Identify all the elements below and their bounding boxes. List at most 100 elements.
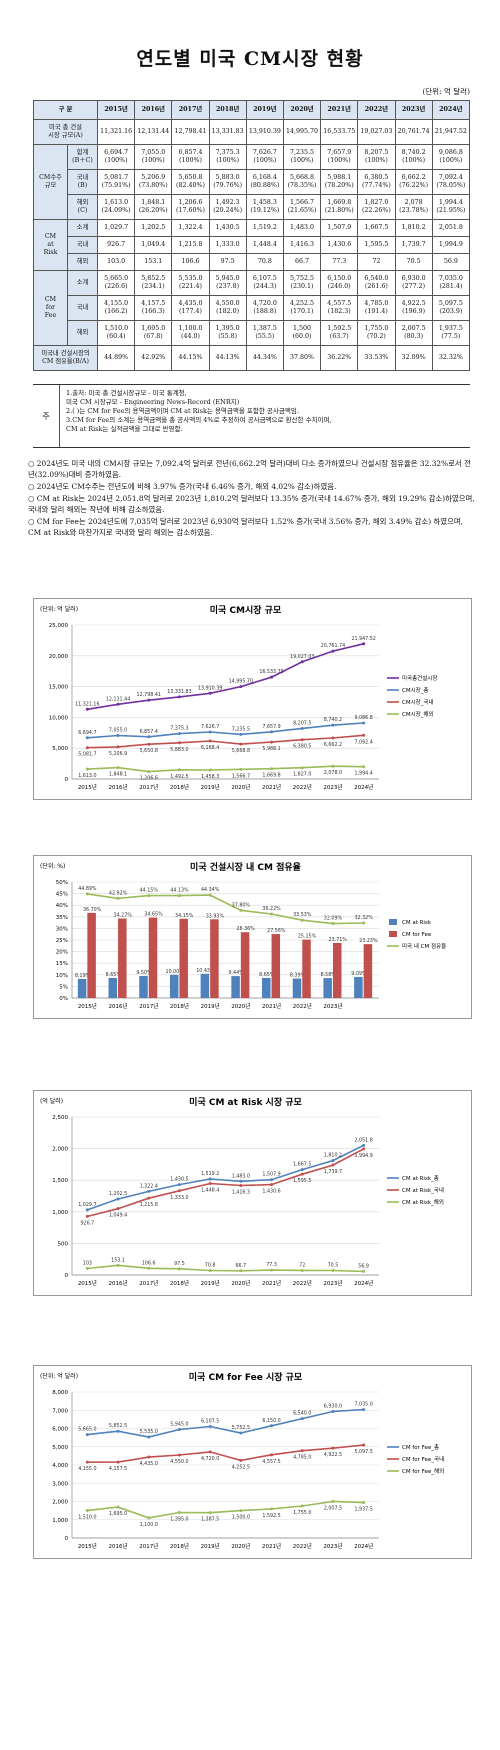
data-label: 8.65%: [259, 972, 275, 978]
table-cell: 4,157.5 (166.3): [134, 295, 173, 321]
row-label: 미국내 건설시장의 CM 점유율(B/A): [33, 345, 98, 371]
legend-label: CM시장_총: [402, 686, 429, 694]
data-label: 56.9: [358, 1263, 369, 1269]
data-label: 44.34%: [201, 887, 220, 893]
y-tick-label: 2,500: [52, 1115, 68, 1121]
line-marker: [270, 740, 274, 744]
y-tick-label: 0: [65, 1273, 69, 1279]
line-marker: [300, 1449, 304, 1453]
data-label: 2,007.5: [324, 1505, 342, 1511]
line: [87, 734, 364, 749]
data-label: 1,416.3: [232, 1189, 250, 1195]
data-label: 9.50%: [136, 970, 152, 976]
table-cell: 5,650.8 (82.40%): [171, 169, 210, 195]
table-row: CM at Risk 소계 1,029.7 1,202.5 1,322.4 1,430.5…: [33, 219, 471, 271]
line-marker: [362, 1501, 366, 1505]
table-cell: 42.92%: [134, 345, 173, 371]
table-row: 해외 103.0 153.1 106.6 97.5 70.8 66.7 77.3 72 70.5 5…: [34, 253, 471, 271]
data-label: 1,387.5: [201, 1517, 219, 1523]
table-cell: 21,947.52: [431, 119, 471, 145]
data-label: 5,945.0: [170, 1422, 188, 1428]
line-marker: [300, 738, 304, 742]
data-label: 4,252.5: [232, 1464, 250, 1470]
y-tick-label: 25,000: [49, 623, 69, 629]
data-label: 1,395.0: [170, 1517, 188, 1523]
table-cell: 6,694.7 (100%): [96, 144, 136, 170]
row-label: 국내: [67, 236, 98, 254]
market-table: 구 분 2015년 2016년 2017년 2018년 2019년 2020년 2021년 20…: [33, 100, 471, 371]
line: [87, 893, 364, 925]
data-label: 6,930.0: [324, 1404, 342, 1410]
data-label: 7,657.9: [262, 724, 280, 730]
table-cell: 1,613.0 (24.09%): [96, 194, 136, 220]
data-label: 42.92%: [109, 890, 128, 896]
table-cell: 44.89%: [96, 345, 136, 371]
data-label: 33.93%: [206, 913, 225, 919]
table-cell: 7,092.4 (78.05%): [431, 169, 471, 195]
y-tick-label: 5%: [59, 984, 68, 990]
line-marker: [147, 770, 151, 774]
x-tick-label: 2024년: [354, 1542, 373, 1550]
legend-label: CM for Fee_총: [402, 1443, 439, 1451]
legend-label: CM at Risk_총: [402, 1174, 439, 1182]
note-item: 1.출처: 미국 총 건설시장규모 - 미국 통계청, 미국 CM 시장규모 -…: [66, 389, 240, 406]
bullet-item: ○ 2024년도 CM수주는 전년도에 비해 3.97% 증가(국내 6.46%…: [28, 482, 337, 491]
data-label: 13,910.39: [198, 685, 222, 691]
data-label: 2,078.0: [324, 770, 342, 776]
line-marker: [147, 1196, 151, 1200]
table-cell: 5,665.0 (226.6): [96, 270, 136, 296]
table-cell: 32.32%: [431, 345, 471, 371]
data-label: 1,810.2: [324, 1153, 342, 1159]
table-cell: 1,507.9: [320, 219, 359, 237]
header-cell: 2015년: [96, 100, 136, 120]
y-axis-label: (단위: 억 달러): [40, 1372, 78, 1380]
data-label: 1,100.0: [140, 1522, 158, 1528]
line: [87, 1408, 364, 1438]
data-label: 1,029.7: [78, 1202, 96, 1208]
chart: 미국 CM for Fee 시장 규모 (단위: 억 달러) 0 1,000 2,000…: [40, 1371, 444, 1550]
data-label: 1,458.3: [201, 774, 219, 780]
bar: [231, 976, 240, 998]
table-cell: 1,667.5: [357, 219, 396, 237]
line-marker: [270, 1453, 274, 1457]
data-label: 1,739.7: [324, 1169, 342, 1175]
bar: [363, 944, 373, 998]
table-cell: 12,131.44: [134, 119, 173, 145]
group-label: CM for Fee: [33, 270, 68, 346]
x-tick-label: 2020년: [231, 1002, 250, 1010]
x-tick-label: 2015년: [78, 1542, 97, 1550]
table-cell: 1,994.9: [431, 236, 471, 254]
chart-title: 미국 CM시장 규모: [210, 604, 282, 616]
data-label: 1,848.1: [109, 772, 127, 778]
y-tick-label: 4,000: [52, 1463, 68, 1469]
y-tick-label: 25%: [56, 938, 68, 944]
line-marker: [116, 1505, 120, 1509]
data-label: 1,592.5: [262, 1513, 280, 1519]
table-cell: 1,519.2: [245, 219, 284, 237]
line-marker: [300, 1504, 304, 1508]
y-tick-label: 35%: [56, 915, 68, 921]
table-cell: 2,051.8: [431, 219, 471, 237]
chart-title: 미국 건설시장 내 CM 점유율: [190, 861, 301, 873]
chart-frame: 미국 건설시장 내 CM 점유율 (단위: %) 0% 5% 10% 15% 20% 25% 3…: [33, 855, 472, 1019]
row-label: 소계: [67, 219, 98, 237]
data-label: 4,922.5: [324, 1452, 342, 1458]
bar: [271, 934, 281, 998]
y-tick-label: 1,500: [52, 1178, 68, 1184]
y-tick-label: 30%: [56, 926, 68, 932]
table-cell: 6,150.0 (246.0): [320, 270, 359, 296]
row-label: 소계: [67, 270, 98, 296]
x-tick-label: 2016년: [109, 1542, 128, 1550]
data-label: 1,667.5: [293, 1162, 311, 1168]
line-marker: [362, 1143, 366, 1147]
line-marker: [116, 1460, 120, 1464]
table-cell: 1,322.4: [171, 219, 210, 237]
chart-title: 미국 CM at Risk 시장 규모: [189, 1096, 302, 1108]
bar: [332, 942, 342, 998]
line-marker: [147, 698, 151, 702]
data-label: 23.71%: [329, 937, 348, 943]
data-label: 1,492.5: [170, 774, 188, 780]
x-tick-label: 2019년: [201, 1279, 220, 1287]
table-cell: 33.53%: [357, 345, 396, 371]
data-label: 153.1: [111, 1257, 125, 1263]
